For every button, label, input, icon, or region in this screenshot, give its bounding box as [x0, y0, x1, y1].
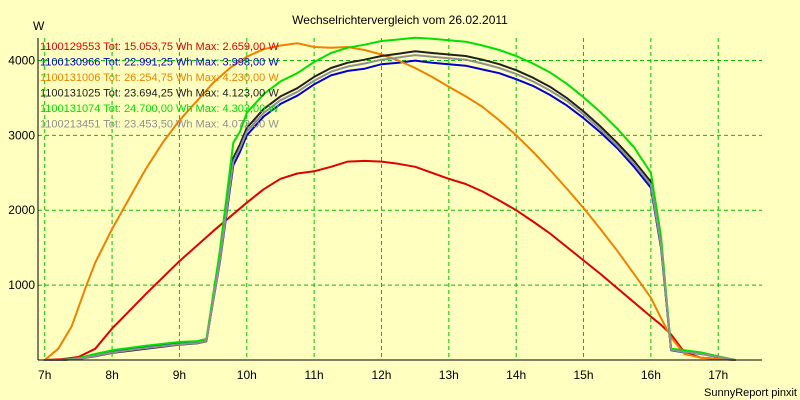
- y-tick-label: 4000: [8, 53, 35, 67]
- y-axis-label: W: [33, 19, 45, 33]
- series-line-1100129553: [43, 159, 737, 361]
- series-line-1100131006: [43, 42, 737, 361]
- legend-entry-1100129553: 1100129553 Tot: 15.053,75 Wh Max: 2.659,…: [40, 41, 279, 53]
- tick-labels: 7h 8h 9h 10h 11h 12h 13h 14h 15h 16h 17h 1000 2000 30…: [8, 53, 728, 382]
- series-lines: [43, 36, 737, 361]
- x-tick-label: 17h: [708, 368, 728, 382]
- y-tick-label: 3000: [8, 128, 35, 142]
- x-tick-label: 15h: [574, 368, 594, 382]
- legend-entry-1100131074: 1100131074 Tot: 24.700,00 Wh Max: 4.303,…: [40, 103, 279, 115]
- x-tick-label: 9h: [173, 368, 186, 382]
- footer-credit: SunnyReport pinxit: [704, 387, 797, 399]
- x-tick-label: 7h: [38, 368, 51, 382]
- x-tick-label: 13h: [439, 368, 459, 382]
- y-tick-label: 2000: [8, 203, 35, 217]
- legend-entry-1100131025: 1100131025 Tot: 23.694,25 Wh Max: 4.123,…: [40, 88, 279, 100]
- legend-entry-1100213451: 1100213451 Tot: 23.453,50 Wh Max: 4.072,…: [40, 119, 279, 131]
- x-tick-label: 14h: [506, 368, 526, 382]
- x-tick-label: 11h: [305, 368, 324, 382]
- grid-lines: [38, 38, 762, 360]
- series-line-1100213451: [43, 54, 737, 361]
- legend: 1100129553 Tot: 15.053,75 Wh Max: 2.659,…: [40, 41, 279, 131]
- legend-entry-1100130966: 1100130966 Tot: 22.991,25 Wh Max: 3.998,…: [40, 57, 279, 69]
- x-tick-label: 16h: [641, 368, 661, 382]
- chart-title: Wechselrichtervergleich vom 26.02.2011: [292, 13, 508, 27]
- x-tick-label: 10h: [237, 368, 257, 382]
- x-tick-label: 8h: [105, 368, 118, 382]
- y-tick-label: 1000: [8, 278, 35, 292]
- series-line-1100131074: [43, 36, 737, 361]
- axes: [37, 38, 762, 361]
- legend-entry-1100131006: 1100131006 Tot: 26.254,75 Wh Max: 4.230,…: [40, 72, 279, 84]
- x-tick-label: 12h: [371, 368, 391, 382]
